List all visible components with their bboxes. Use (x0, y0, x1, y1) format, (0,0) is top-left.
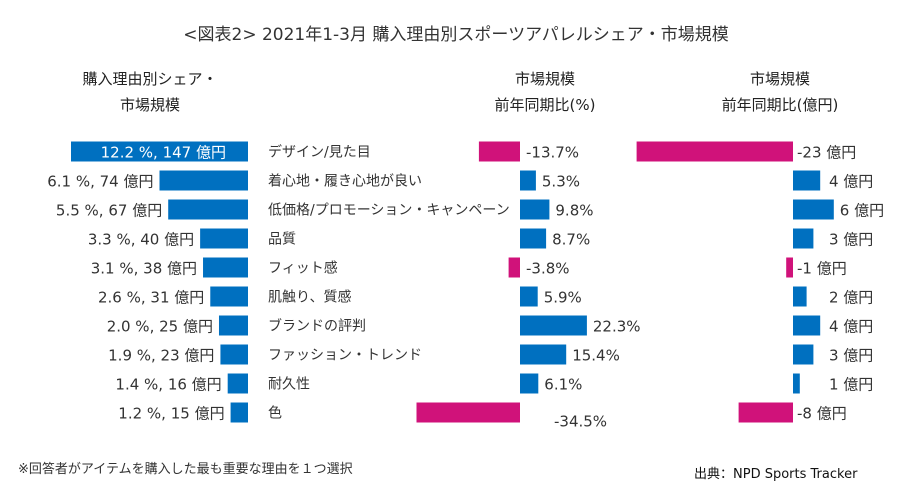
header-yoy-yen-line1: 市場規模 (749, 70, 810, 88)
share-bar (159, 170, 248, 191)
share-label: 2.0 %, 25 億円 (107, 318, 213, 336)
yoy-yen-label: 6 億円 (840, 202, 884, 220)
share-bar (220, 344, 248, 365)
share-bar (218, 315, 248, 336)
yoy-percent-bar (520, 228, 547, 249)
yoy-yen-bar (793, 228, 814, 249)
header-yoy-percent-line1: 市場規模 (514, 70, 575, 88)
category-label: 着心地・履き心地が良い (268, 174, 422, 190)
yoy-percent-label: 15.4% (572, 347, 620, 365)
yoy-percent-bar (416, 402, 520, 423)
category-label: 色 (268, 405, 282, 422)
share-label: 12.2 %, 147 億円 (101, 144, 226, 162)
yoy-percent-bar (520, 344, 567, 365)
yoy-yen-label: 4 億円 (829, 173, 873, 191)
yoy-percent-bar (520, 286, 538, 307)
share-label: 1.2 %, 15 億円 (118, 405, 224, 423)
header-yoy-percent: 市場規模 前年同期比(%) (455, 66, 635, 118)
category-label: 肌触り、質感 (268, 289, 351, 306)
yoy-yen-label: -23 億円 (797, 144, 856, 162)
share-label: 3.1 %, 38 億円 (91, 260, 197, 278)
yoy-percent-bar (520, 199, 550, 220)
header-share-line2: 市場規模 (119, 96, 180, 114)
yoy-percent-label: 5.3% (542, 173, 580, 191)
share-label: 2.6 %, 31 億円 (98, 289, 204, 307)
yoy-percent-bar (508, 257, 520, 278)
yoy-percent-label: 6.1% (544, 376, 582, 394)
header-share-line1: 購入理由別シェア・ (82, 70, 218, 88)
share-bar (203, 257, 248, 278)
yoy-yen-bar (793, 315, 821, 336)
yoy-yen-bar (786, 257, 793, 278)
yoy-yen-bar (793, 170, 821, 191)
yoy-percent-bar (520, 373, 539, 394)
yoy-percent-label: -13.7% (526, 144, 579, 162)
header-yoy-percent-line2: 前年同期比(%) (494, 96, 596, 114)
yoy-yen-bar (738, 402, 793, 423)
yoy-yen-bar (636, 141, 793, 162)
yoy-yen-label: -8 億円 (797, 405, 847, 423)
yoy-yen-bar (793, 199, 834, 220)
footnote: ※回答者がアイテムを購入した最も重要な理由を１つ選択 (18, 462, 353, 477)
yoy-percent-bar (478, 141, 520, 162)
category-label: ブランドの評判 (268, 318, 366, 335)
share-label: 1.4 %, 16 億円 (115, 376, 221, 394)
share-bar (71, 141, 248, 162)
category-label: 品質 (268, 232, 296, 248)
yoy-yen-label: 4 億円 (829, 318, 873, 336)
yoy-percent-label: 9.8% (555, 202, 593, 220)
share-label: 3.3 %, 40 億円 (88, 231, 194, 249)
yoy-percent-label: 8.7% (552, 231, 590, 249)
yoy-yen-label: 1 億円 (829, 376, 873, 394)
yoy-yen-label: -1 億円 (797, 260, 847, 278)
share-bar (168, 199, 248, 220)
chart-title: <図表2> 2021年1-3月 購入理由別スポーツアパレルシェア・市場規模 (183, 25, 729, 45)
share-bar (200, 228, 248, 249)
share-bar (230, 402, 248, 423)
yoy-percent-label: -34.5% (554, 413, 607, 431)
category-label: ファッション・トレンド (268, 348, 422, 364)
header-share: 購入理由別シェア・ 市場規模 (60, 66, 240, 118)
header-yoy-yen: 市場規模 前年同期比(億円) (690, 66, 870, 118)
yoy-percent-label: -3.8% (526, 260, 570, 278)
header-yoy-yen-line2: 前年同期比(億円) (721, 96, 839, 114)
category-label: フィット感 (268, 260, 338, 277)
category-label: 低価格/プロモーション・キャンペーン (268, 203, 510, 219)
yoy-percent-bar (520, 315, 587, 336)
share-label: 6.1 %, 74 億円 (47, 173, 153, 191)
yoy-yen-bar (793, 373, 800, 394)
yoy-yen-label: 3 億円 (829, 347, 873, 365)
source-credit: 出典：NPD Sports Tracker (694, 467, 858, 482)
yoy-percent-label: 5.9% (544, 289, 582, 307)
share-label: 5.5 %, 67 億円 (56, 202, 162, 220)
yoy-percent-bar (520, 170, 536, 191)
category-label: デザイン/見た目 (268, 144, 371, 161)
share-bar (210, 286, 248, 307)
yoy-yen-label: 3 億円 (829, 231, 873, 249)
yoy-percent-label: 22.3% (593, 318, 641, 336)
category-label: 耐久性 (268, 377, 310, 393)
share-bar (227, 373, 248, 394)
yoy-yen-bar (793, 286, 807, 307)
share-label: 1.9 %, 23 億円 (108, 347, 214, 365)
yoy-yen-label: 2 億円 (829, 289, 873, 307)
yoy-yen-bar (793, 344, 814, 365)
